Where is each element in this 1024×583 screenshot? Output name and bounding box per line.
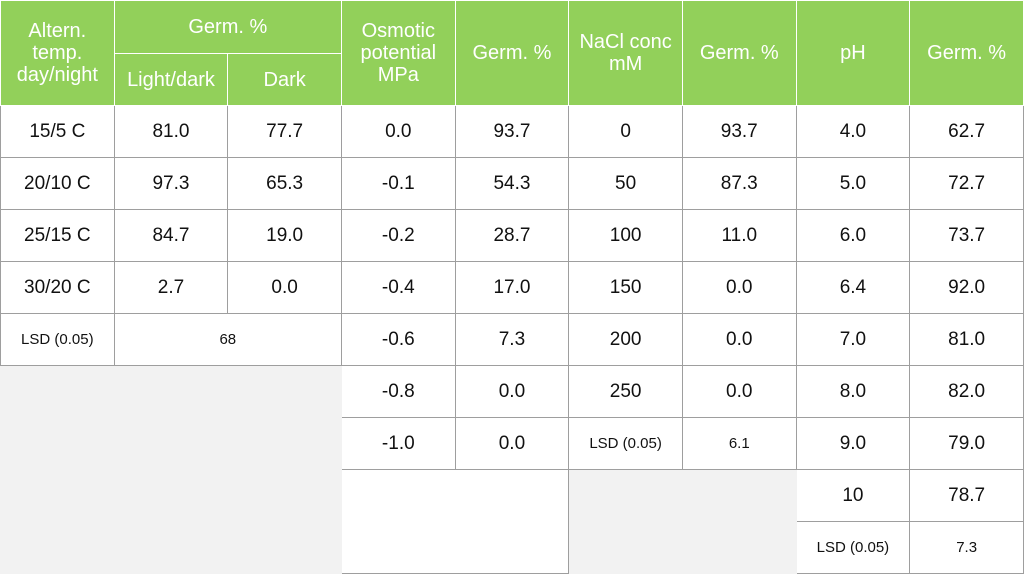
light-dark-cell: 2.7 bbox=[113, 261, 229, 314]
light-dark-cell: 81.0 bbox=[113, 105, 229, 158]
osmotic-germ-cell: 0.0 bbox=[454, 417, 570, 470]
osmotic-cell: -0.4 bbox=[340, 261, 456, 314]
header-germ-pct-osmotic: Germ. % bbox=[454, 0, 570, 106]
dark-cell: 0.0 bbox=[227, 261, 342, 314]
ph-germ-cell: 62.7 bbox=[909, 105, 1024, 158]
osmotic-germ-cell: 7.3 bbox=[454, 313, 570, 366]
header-germ-pct: Germ. % bbox=[113, 0, 342, 54]
ph-lsd-label: LSD (0.05) bbox=[795, 521, 911, 574]
nacl-germ-cell: 0.0 bbox=[681, 313, 797, 366]
temp-cell: 20/10 C bbox=[0, 157, 115, 210]
nacl-cell: 150 bbox=[568, 261, 683, 314]
temp-cell: 25/15 C bbox=[0, 209, 115, 262]
table-row: -1.0 0.0 LSD (0.05) 6.1 9.0 79.0 bbox=[1, 417, 1024, 470]
ph-cell: 4.0 bbox=[795, 105, 911, 158]
ph-cell: 8.0 bbox=[795, 365, 911, 418]
header-germ-pct-nacl: Germ. % bbox=[681, 0, 797, 106]
header-ph: pH bbox=[795, 0, 911, 106]
ph-germ-cell: 78.7 bbox=[909, 469, 1024, 522]
temp-cell: 15/5 C bbox=[0, 105, 115, 158]
ph-cell: 9.0 bbox=[795, 417, 911, 470]
nacl-germ-cell: 11.0 bbox=[681, 209, 797, 262]
nacl-cell: 250 bbox=[568, 365, 683, 418]
header-row-1: Altern. temp. day/night Germ. % Osmotic … bbox=[0, 0, 1024, 106]
osmotic-cell: -1.0 bbox=[340, 417, 456, 470]
header-osmotic: Osmotic potential MPa bbox=[340, 0, 456, 106]
table-row: 25/15 C 84.7 19.0 -0.2 28.7 100 11.0 6.0… bbox=[0, 209, 1024, 262]
header-alt-temp: Altern. temp. day/night bbox=[0, 0, 115, 106]
light-dark-cell: 97.3 bbox=[113, 157, 229, 210]
nacl-lsd-label: LSD (0.05) bbox=[568, 417, 683, 470]
temp-lsd-value: 68 bbox=[113, 313, 342, 366]
ph-cell: 7.0 bbox=[795, 313, 911, 366]
nacl-cell: 50 bbox=[568, 157, 683, 210]
ph-germ-cell: 82.0 bbox=[909, 365, 1024, 418]
osmotic-cell: -0.1 bbox=[340, 157, 456, 210]
osmotic-cell: 0.0 bbox=[340, 105, 456, 158]
dark-cell: 65.3 bbox=[227, 157, 342, 210]
nacl-cell: 0 bbox=[568, 105, 683, 158]
ph-cell: 10 bbox=[795, 469, 911, 522]
table-row: 30/20 C 2.7 0.0 -0.4 17.0 150 0.0 6.4 92… bbox=[0, 261, 1024, 314]
nacl-germ-cell: 93.7 bbox=[681, 105, 797, 158]
blank-area bbox=[568, 469, 797, 574]
table-row: LSD (0.05) 68 -0.6 7.3 200 0.0 7.0 81.0 bbox=[0, 313, 1024, 366]
header-row-2: Light/dark Dark bbox=[1, 53, 1024, 106]
ph-cell: 5.0 bbox=[795, 157, 911, 210]
osmotic-cell: -0.8 bbox=[340, 365, 456, 418]
ph-germ-cell: 72.7 bbox=[909, 157, 1024, 210]
header-germ-pct-ph: Germ. % bbox=[909, 0, 1024, 106]
nacl-cell: 100 bbox=[568, 209, 683, 262]
nacl-cell: 200 bbox=[568, 313, 683, 366]
nacl-germ-cell: 0.0 bbox=[681, 365, 797, 418]
temp-cell: 30/20 C bbox=[0, 261, 115, 314]
table-row: 10 78.7 bbox=[1, 469, 1024, 574]
dark-cell: 77.7 bbox=[227, 105, 342, 158]
header-light-dark: Light/dark bbox=[113, 53, 229, 106]
table-row: 15/5 C 81.0 77.7 0.0 93.7 0 93.7 4.0 62.… bbox=[0, 105, 1024, 158]
osmotic-germ-cell: 93.7 bbox=[454, 105, 570, 158]
ph-cell: 6.4 bbox=[795, 261, 911, 314]
light-dark-cell: 84.7 bbox=[113, 209, 229, 262]
table-row: 20/10 C 97.3 65.3 -0.1 54.3 50 87.3 5.0 … bbox=[0, 157, 1024, 210]
osmotic-germ-cell: 54.3 bbox=[454, 157, 570, 210]
header-nacl: NaCl conc mM bbox=[568, 0, 683, 106]
osmotic-germ-cell: 17.0 bbox=[454, 261, 570, 314]
ph-germ-cell: 92.0 bbox=[909, 261, 1024, 314]
blank-area bbox=[0, 365, 342, 574]
ph-germ-cell: 81.0 bbox=[909, 313, 1024, 366]
nacl-germ-cell: 87.3 bbox=[681, 157, 797, 210]
temp-lsd-label: LSD (0.05) bbox=[0, 313, 115, 366]
osmotic-germ-cell: 0.0 bbox=[454, 365, 570, 418]
dark-cell: 19.0 bbox=[227, 209, 342, 262]
blank-area bbox=[340, 469, 570, 574]
ph-lsd-value: 7.3 bbox=[909, 521, 1024, 574]
ph-germ-cell: 73.7 bbox=[909, 209, 1024, 262]
osmotic-germ-cell: 28.7 bbox=[454, 209, 570, 262]
nacl-lsd-value: 6.1 bbox=[681, 417, 797, 470]
table-row: -0.8 0.0 250 0.0 8.0 82.0 bbox=[0, 365, 1024, 574]
ph-germ-cell: 79.0 bbox=[909, 417, 1024, 470]
osmotic-cell: -0.2 bbox=[340, 209, 456, 262]
table-row: LSD (0.05) 7.3 bbox=[1, 521, 1024, 574]
header-dark: Dark bbox=[227, 53, 342, 106]
osmotic-cell: -0.6 bbox=[340, 313, 456, 366]
ph-cell: 6.0 bbox=[795, 209, 911, 262]
nacl-germ-cell: 0.0 bbox=[681, 261, 797, 314]
